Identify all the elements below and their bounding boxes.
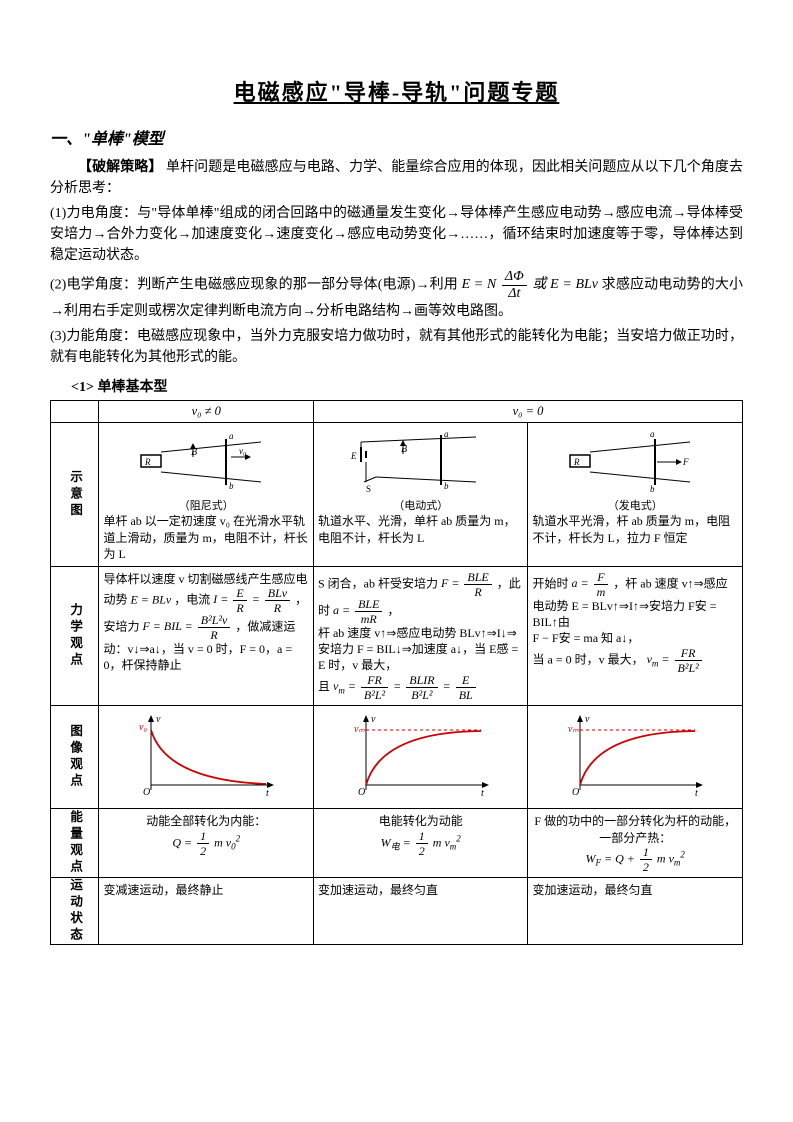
row-label-motion: 运动状态	[51, 877, 99, 944]
diagram-text-1: 单杆 ab 以一定初速度 v₀ 在光滑水平轨道上滑动，质量为 m，电阻不计，杆长…	[103, 513, 309, 562]
energy-cell-1: 动能全部转化为内能： Q = 12 m v02	[99, 809, 314, 877]
row-label-graph: 图像观点	[51, 705, 99, 809]
diagram-text-3: 轨道水平光滑，杆 ab 质量为 m，电阻不计，杆长为 L，拉力 F 恒定	[532, 513, 738, 545]
eq-a2: a = BLEmR	[333, 603, 387, 617]
svg-text:a: a	[650, 429, 655, 439]
eq-I1: I = ER = BLvR	[213, 592, 295, 606]
energy-cell-2: 电能转化为动能 W电 = 12 m vm2	[313, 809, 528, 877]
growth-curve-2: vₘ v t O	[346, 710, 496, 800]
subheading: <1> 单棒基本型	[71, 376, 743, 396]
diagram-text-2: 轨道水平、光滑，单杆 ab 质量为 m，电阻不计，杆长为 L	[318, 513, 524, 545]
head-right: v₀ = 0	[313, 400, 742, 422]
eq-vm2: vm = FRB²L² = BLIRB²L² = EBL	[333, 679, 478, 693]
section1-heading: 一、"单棒"模型	[50, 125, 743, 149]
svg-text:a: a	[229, 431, 234, 441]
svg-text:v₀: v₀	[139, 722, 147, 733]
eq-F2: F = BLER	[441, 576, 497, 590]
svg-text:O: O	[143, 787, 150, 798]
circuit-diagram-2: E S a b B	[346, 427, 496, 497]
force-cell-1: 导体杆以速度 v 切割磁感线产生感应电动势 E = BLv ，电流 I = ER…	[99, 567, 314, 706]
diagram-cell-2: E S a b B （电动式） 轨道水平、光滑，单杆 ab 质量为 m，电阻不计…	[313, 422, 528, 566]
graph-cell-3: vₘ v t O	[528, 705, 743, 809]
eq-W2: W电 = 12 m vm2	[318, 830, 524, 857]
eq-a3: a = Fm	[572, 576, 614, 590]
svg-text:O: O	[572, 787, 579, 798]
svg-text:t: t	[481, 788, 484, 799]
diagram-cell-3: R a b F （发电式） 轨道水平光滑，杆 ab 质量为 m，电阻不计，杆长为…	[528, 422, 743, 566]
svg-text:t: t	[695, 788, 698, 799]
svg-text:b: b	[444, 481, 449, 491]
svg-text:R: R	[573, 457, 580, 467]
energy-cell-3: F 做的功中的一部分转化为杆的动能，一部分产热： WF = Q + 12 m v…	[528, 809, 743, 877]
circuit-diagram-3: R a b F	[560, 427, 710, 497]
svg-text:R: R	[144, 457, 151, 467]
motion-cell-3: 变加速运动，最终匀直	[528, 877, 743, 944]
svg-text:E: E	[350, 451, 357, 461]
graph-cell-2: vₘ v t O	[313, 705, 528, 809]
type-label-1: （阻尼式）	[103, 499, 309, 514]
p3: (3)力能角度：电磁感应现象中，当外力克服安培力做功时，就有其他形式的能转化为电…	[50, 326, 743, 368]
svg-text:v: v	[585, 714, 590, 725]
svg-text:b: b	[229, 481, 234, 491]
type-label-2: （电动式）	[318, 499, 524, 514]
growth-curve-3: vₘ v t O	[560, 710, 710, 800]
motion-cell-2: 变加速运动，最终匀直	[313, 877, 528, 944]
svg-text:b: b	[650, 484, 655, 494]
type-label-3: （发电式）	[532, 499, 738, 514]
page-title: 电磁感应"导棒-导轨"问题专题	[50, 75, 743, 107]
row-label-force: 力学观点	[51, 567, 99, 706]
eq-WF3: WF = Q + 12 m vm2	[532, 846, 738, 873]
eq-E1: E = BLv	[130, 592, 171, 606]
row-label-diagram: 示意图	[51, 422, 99, 566]
svg-text:O: O	[358, 787, 365, 798]
force-cell-3: 开始时 a = Fm ，杆 ab 速度 v↑⇒感应电动势 E = BLv↑⇒I↑…	[528, 567, 743, 706]
svg-text:t: t	[266, 788, 269, 799]
graph-cell-1: v₀ v t O	[99, 705, 314, 809]
svg-text:vₘ: vₘ	[568, 724, 579, 735]
diagram-cell-1: R a b B v₀ （阻尼式） 单杆 ab 以一定初速度 v₀ 在光滑水平轨道…	[99, 422, 314, 566]
strategy-label: 【破解策略】	[78, 160, 162, 175]
model-table: v₀ ≠ 0 v₀ = 0 示意图 R a b B v₀ （阻尼式） 单杆	[50, 400, 743, 945]
svg-text:S: S	[366, 484, 371, 494]
p2: (2)电学角度：判断产生电磁感应现象的那一部分导体(电源)→利用 E = N Δ…	[50, 270, 743, 322]
formula-emf: E = N ΔΦΔt 或 E = BLv	[462, 277, 602, 292]
strategy-para: 【破解策略】 单杆问题是电磁感应与电路、力学、能量综合应用的体现，因此相关问题应…	[50, 157, 743, 199]
p1: (1)力电角度：与"导体单棒"组成的闭合回路中的磁通量发生变化→导体棒产生感应电…	[50, 203, 743, 266]
svg-text:F: F	[682, 457, 689, 467]
svg-text:v: v	[156, 714, 161, 725]
eq-Q1: Q = 12 m v02	[103, 830, 309, 857]
eq-vm3: vm = FRB²L²	[647, 652, 704, 666]
svg-text:a: a	[444, 429, 449, 439]
circuit-diagram-1: R a b B v₀	[131, 427, 281, 497]
row-label-energy: 能量观点	[51, 809, 99, 877]
force-cell-2: S 闭合，ab 杆受安培力 F = BLER ，此时 a = BLEmR ， 杆…	[313, 567, 528, 706]
svg-text:v₀: v₀	[239, 446, 246, 456]
svg-text:vₘ: vₘ	[354, 724, 365, 735]
head-left: v₀ ≠ 0	[99, 400, 314, 422]
motion-cell-1: 变减速运动，最终静止	[99, 877, 314, 944]
eq-F1: F = BIL = B²L²vR	[142, 619, 235, 633]
svg-text:v: v	[371, 714, 376, 725]
decay-curve: v₀ v t O	[131, 710, 281, 800]
